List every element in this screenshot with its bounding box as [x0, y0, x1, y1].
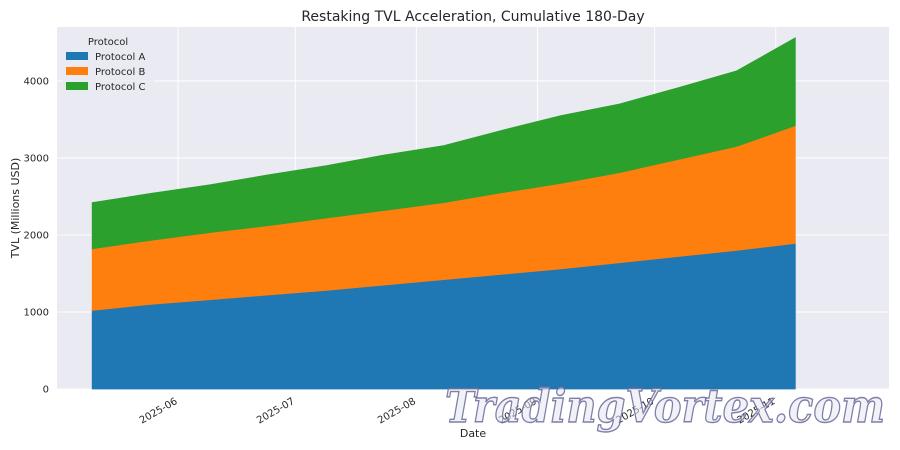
legend-label-2: Protocol C: [95, 82, 145, 93]
x-tick-label-0: 2025-06: [138, 396, 180, 426]
area-layer: [91, 37, 796, 390]
legend-swatch-0: [66, 52, 88, 60]
chart-title: Restaking TVL Acceleration, Cumulative 1…: [301, 9, 644, 25]
y-tick-label-2: 2000: [24, 230, 49, 241]
y-tick-label-3: 3000: [24, 153, 49, 164]
y-tick-labels: 0 1000 2000 3000 4000: [24, 76, 49, 395]
watermark: TradingVortex.com: [445, 379, 885, 433]
legend-label-1: Protocol B: [95, 67, 145, 78]
x-axis-label: Date: [460, 427, 487, 440]
legend: Protocol Protocol A Protocol B Protocol C: [62, 32, 154, 98]
legend-swatch-2: [66, 82, 88, 90]
legend-title: Protocol: [88, 37, 128, 48]
legend-items: Protocol A Protocol B Protocol C: [66, 52, 145, 93]
y-tick-label-1: 1000: [24, 307, 49, 318]
y-tick-label-4: 4000: [24, 76, 49, 87]
area-series-protocol-c: [91, 37, 796, 250]
y-axis-label: TVL (Millions USD): [9, 158, 22, 260]
legend-label-0: Protocol A: [95, 52, 145, 63]
y-tick-label-0: 0: [43, 385, 49, 396]
x-tick-label-2: 2025-08: [376, 396, 418, 426]
legend-box: [62, 32, 154, 98]
x-tick-label-1: 2025-07: [255, 396, 297, 426]
legend-swatch-1: [66, 67, 88, 75]
